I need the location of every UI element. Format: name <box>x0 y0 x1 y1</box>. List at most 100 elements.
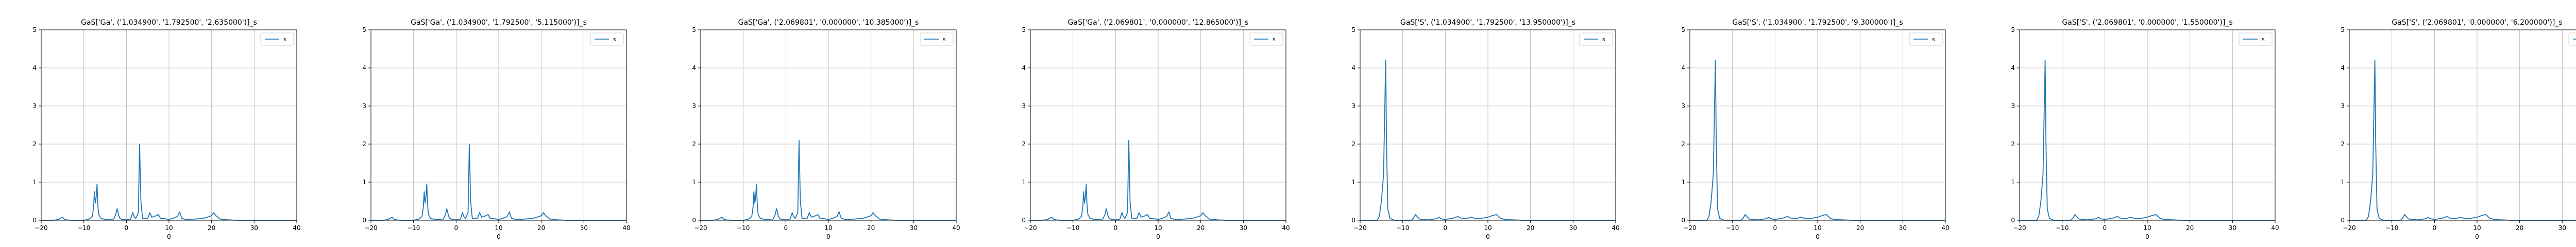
y-tick-label: 0 <box>362 217 366 224</box>
x-tick-label: 40 <box>1612 224 1619 232</box>
x-tick-label: −10 <box>737 224 750 232</box>
x-tick-label: −10 <box>2056 224 2069 232</box>
legend-label: s <box>1932 36 1935 43</box>
chart-title: GaS['S', ('1.034900', '1.792500', '13.95… <box>1400 19 1575 27</box>
x-tick-label: −10 <box>1726 224 1739 232</box>
y-tick-label: 3 <box>32 102 37 110</box>
y-tick-label: 4 <box>362 64 366 72</box>
x-tick-label: −10 <box>2385 224 2398 232</box>
y-tick-label: 0 <box>2011 217 2015 224</box>
y-tick-label: 2 <box>2341 140 2345 148</box>
chart-title: GaS['Ga', ('1.034900', '1.792500', '5.11… <box>411 19 587 27</box>
y-tick-label: 4 <box>1681 64 1685 72</box>
x-tick-label: −20 <box>1024 224 1037 232</box>
x-tick-label: −20 <box>35 224 47 232</box>
y-tick-label: 2 <box>692 140 696 148</box>
x-tick-label: 0 <box>125 224 129 232</box>
chart-title: GaS['S', ('2.069801', '0.000000', '1.550… <box>2062 19 2232 27</box>
legend-label: s <box>943 36 946 43</box>
x-tick-label: 0 <box>784 224 788 232</box>
y-tick-label: 5 <box>1022 26 1026 33</box>
legend-label: s <box>283 36 286 43</box>
y-tick-label: 0 <box>1022 217 1026 224</box>
series-line-s <box>2349 60 2576 221</box>
x-tick-label: −10 <box>1396 224 1409 232</box>
y-tick-label: 5 <box>692 26 696 33</box>
x-tick-label: 40 <box>2271 224 2279 232</box>
y-tick-label: 3 <box>1022 102 1026 110</box>
legend-label: s <box>1602 36 1605 43</box>
x-tick-label: 20 <box>2186 224 2194 232</box>
x-tick-label: 40 <box>622 224 630 232</box>
x-tick-label: 0 <box>1114 224 1118 232</box>
y-tick-label: 3 <box>362 102 366 110</box>
series-line-s <box>1690 60 1945 221</box>
series-line-s <box>371 144 626 221</box>
y-tick-label: 1 <box>1351 179 1355 186</box>
legend-label: s <box>2262 36 2265 43</box>
y-tick-label: 0 <box>32 217 37 224</box>
series-line-s <box>41 144 297 221</box>
x-tick-label: 30 <box>250 224 258 232</box>
y-tick-label: 4 <box>32 64 37 72</box>
y-tick-label: 5 <box>2011 26 2015 33</box>
x-tick-label: 10 <box>2143 224 2151 232</box>
x-tick-label: 20 <box>867 224 875 232</box>
x-tick-label: 30 <box>1569 224 1577 232</box>
y-tick-label: 2 <box>1681 140 1685 148</box>
x-tick-label: 30 <box>2558 224 2566 232</box>
x-tick-label: 0 <box>1773 224 1777 232</box>
y-tick-label: 1 <box>2341 179 2345 186</box>
y-tick-label: 2 <box>32 140 37 148</box>
x-axis-label: 0 <box>1486 233 1490 240</box>
y-tick-label: 5 <box>2341 26 2345 33</box>
y-tick-label: 3 <box>2011 102 2015 110</box>
x-axis-label: 0 <box>2475 233 2479 240</box>
y-tick-label: 4 <box>1351 64 1355 72</box>
y-tick-label: 0 <box>1351 217 1355 224</box>
legend-label: s <box>613 36 616 43</box>
x-tick-label: 0 <box>2433 224 2437 232</box>
y-tick-label: 0 <box>2341 217 2345 224</box>
y-tick-label: 3 <box>1351 102 1355 110</box>
series-line-s <box>701 139 956 221</box>
y-tick-label: 2 <box>1022 140 1026 148</box>
y-tick-label: 3 <box>2341 102 2345 110</box>
x-tick-label: 20 <box>1856 224 1864 232</box>
x-tick-label: 20 <box>2516 224 2523 232</box>
x-tick-label: 10 <box>1484 224 1492 232</box>
series-line-s <box>2020 60 2275 221</box>
x-tick-label: 30 <box>1240 224 1247 232</box>
chart-title: GaS['Ga', ('1.034900', '1.792500', '2.63… <box>81 19 257 27</box>
x-tick-label: 10 <box>1814 224 1821 232</box>
y-tick-label: 0 <box>692 217 696 224</box>
y-tick-label: 1 <box>1681 179 1685 186</box>
y-tick-label: 5 <box>1351 26 1355 33</box>
y-tick-label: 3 <box>1681 102 1685 110</box>
x-tick-label: 40 <box>952 224 960 232</box>
x-tick-label: 0 <box>454 224 459 232</box>
y-tick-label: 4 <box>2341 64 2345 72</box>
x-tick-label: 10 <box>2473 224 2481 232</box>
x-axis-label: 0 <box>826 233 831 240</box>
y-tick-label: 2 <box>362 140 366 148</box>
x-tick-label: 20 <box>1527 224 1534 232</box>
x-tick-label: 40 <box>293 224 300 232</box>
y-tick-label: 1 <box>1022 179 1026 186</box>
y-tick-label: 5 <box>1681 26 1685 33</box>
x-tick-label: 10 <box>165 224 173 232</box>
chart-title: GaS['S', ('1.034900', '1.792500', '9.300… <box>1732 19 1903 27</box>
x-tick-label: −10 <box>407 224 420 232</box>
chart-title: GaS['Ga', ('2.069801', '0.000000', '10.3… <box>738 19 919 27</box>
legend-label: s <box>1273 36 1276 43</box>
x-tick-label: 40 <box>1941 224 1949 232</box>
x-axis-label: 0 <box>497 233 501 240</box>
x-axis-label: 0 <box>1156 233 1160 240</box>
y-tick-label: 2 <box>2011 140 2015 148</box>
y-tick-label: 4 <box>1022 64 1026 72</box>
x-axis-label: 0 <box>2145 233 2149 240</box>
